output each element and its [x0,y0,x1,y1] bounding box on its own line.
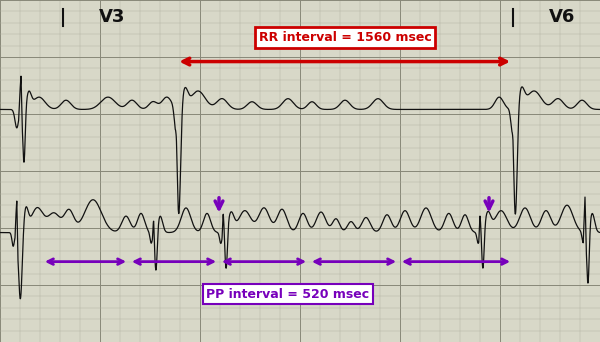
Text: PP interval = 520 msec: PP interval = 520 msec [206,288,370,301]
Text: V6: V6 [549,8,575,26]
Text: RR interval = 1560 msec: RR interval = 1560 msec [259,31,431,44]
Text: V3: V3 [99,8,125,26]
